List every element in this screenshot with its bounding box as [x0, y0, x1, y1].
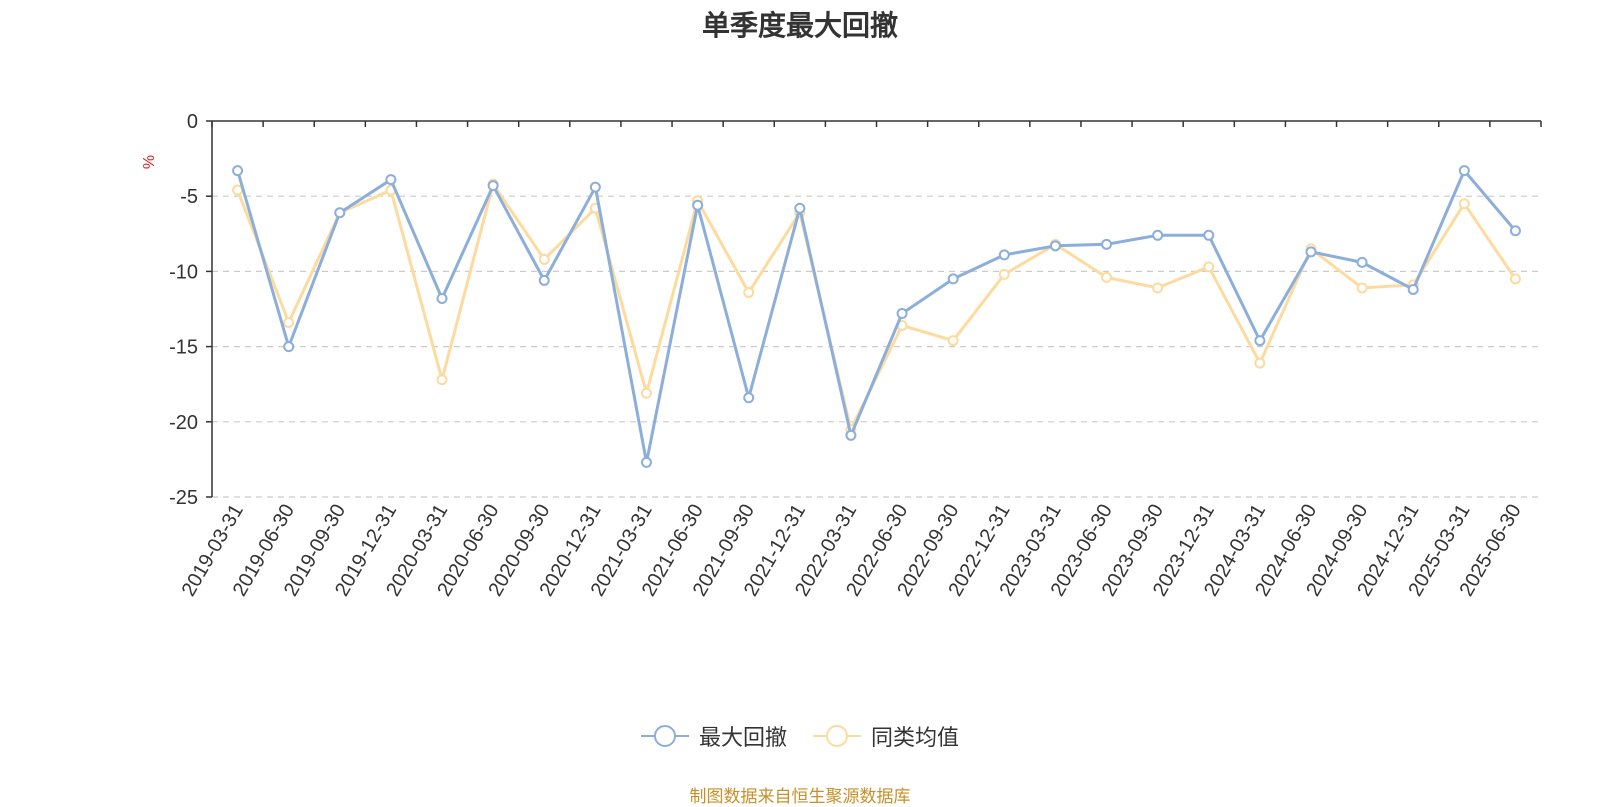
data-point-1	[947, 335, 959, 347]
legend: 最大回撤 同类均值	[0, 720, 1600, 752]
data-point-0	[998, 249, 1010, 261]
y-tick-label: -15	[169, 337, 198, 359]
data-point-0	[1458, 165, 1470, 177]
legend-marker-peer-average-icon	[813, 725, 861, 747]
data-point-0	[743, 392, 755, 404]
data-point-0	[283, 341, 295, 353]
data-point-0	[334, 207, 346, 219]
series-lines	[232, 165, 1521, 468]
data-point-1	[1356, 282, 1368, 294]
data-point-0	[845, 429, 857, 441]
data-point-0	[1101, 238, 1113, 250]
data-point-0	[487, 180, 499, 192]
data-point-1	[1254, 357, 1266, 369]
data-point-1	[1101, 271, 1113, 283]
data-point-1	[1509, 273, 1521, 285]
data-point-0	[1356, 256, 1368, 268]
legend-label-drawdown: 最大回撤	[698, 726, 787, 751]
y-tick-label: -5	[180, 186, 198, 208]
data-point-0	[1407, 283, 1419, 295]
legend-label-peer-average: 同类均值	[871, 726, 960, 751]
y-tick-label: -20	[169, 412, 198, 434]
data-point-0	[232, 165, 244, 177]
data-point-1	[232, 184, 244, 196]
data-point-0	[692, 199, 704, 211]
data-point-1	[436, 374, 448, 386]
y-axis-unit-label: %	[141, 155, 158, 169]
axes	[206, 120, 1542, 498]
grid-lines	[212, 195, 1541, 498]
data-point-1	[998, 268, 1010, 280]
data-point-0	[436, 292, 448, 304]
data-point-0	[1254, 335, 1266, 347]
data-point-0	[1049, 240, 1061, 252]
line-chart: % 0-5-10-15-20-252019-03-312019-06-30201…	[141, 111, 1542, 600]
y-tick-label: -25	[169, 487, 198, 509]
legend-item-drawdown[interactable]: 最大回撤	[640, 720, 787, 752]
chart-title: 单季度最大回撤	[701, 9, 898, 42]
y-tick-label: -10	[169, 261, 198, 283]
data-point-0	[640, 456, 652, 468]
data-point-1	[1203, 261, 1215, 273]
data-point-0	[1509, 225, 1521, 237]
data-point-0	[589, 181, 601, 193]
data-point-1	[1152, 282, 1164, 294]
data-point-0	[794, 202, 806, 214]
data-point-0	[1305, 246, 1317, 258]
data-point-0	[538, 274, 550, 286]
legend-item-peer-average[interactable]: 同类均值	[813, 720, 959, 752]
data-point-1	[538, 253, 550, 265]
data-source-note: 制图数据来自恒生聚源数据库	[689, 787, 911, 807]
series-line-1	[236, 182, 1517, 431]
data-point-0	[896, 308, 908, 320]
data-point-0	[385, 174, 397, 186]
series-line-0	[236, 169, 1517, 464]
y-tick-label: 0	[187, 111, 198, 133]
data-point-1	[283, 317, 295, 329]
data-point-0	[1152, 229, 1164, 241]
data-point-1	[640, 387, 652, 399]
data-point-1	[1458, 198, 1470, 210]
tick-labels: 0-5-10-15-20-252019-03-312019-06-302019-…	[169, 111, 1526, 600]
data-point-0	[947, 273, 959, 285]
legend-marker-drawdown-icon	[640, 725, 689, 747]
data-point-0	[1203, 229, 1215, 241]
data-point-1	[743, 286, 755, 298]
